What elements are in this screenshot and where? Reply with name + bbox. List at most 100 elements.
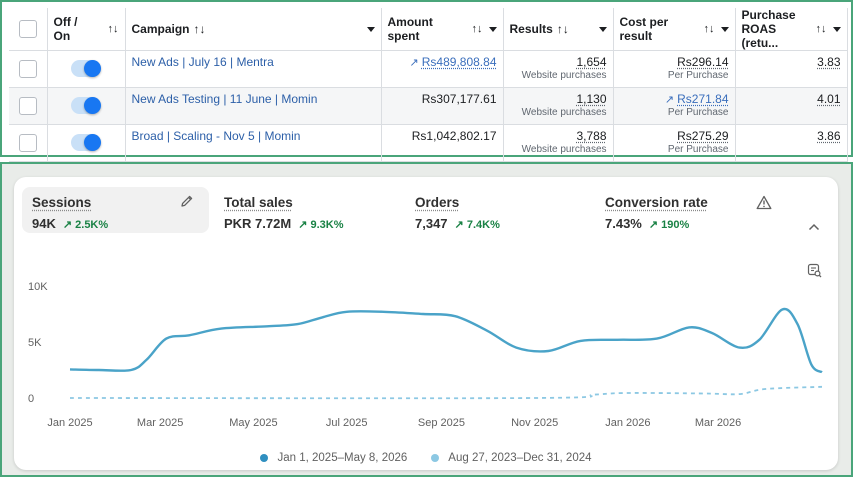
header-amount-spent[interactable]: Amount spent ↑↓	[381, 8, 504, 51]
x-tick-label: May 2025	[229, 417, 277, 429]
x-tick-label: Mar 2025	[137, 417, 183, 429]
campaigns-table: Off / On ↑↓ Campaign ↑↓ Amount spent ↑↓ R…	[9, 8, 848, 162]
campaign-name-link[interactable]: New Ads Testing | 11 June | Momin	[131, 92, 318, 106]
sort-icon[interactable]: ↑↓	[471, 23, 483, 35]
legend-item-previous[interactable]: Aug 27, 2023–Dec 31, 2024	[431, 452, 592, 464]
chevron-down-icon[interactable]	[832, 26, 841, 32]
table-row[interactable]: Broad | Scaling - Nov 5 | Momin Rs1,042,…	[9, 124, 848, 162]
header-campaign[interactable]: Campaign ↑↓	[125, 8, 382, 51]
metric-delta: ↗ 2.5K%	[62, 219, 109, 231]
campaign-name-link[interactable]: New Ads | July 16 | Mentra	[131, 55, 274, 69]
campaign-toggle[interactable]	[71, 97, 101, 114]
header-purchase-roas[interactable]: Purchase ROAS (retu... ↑↓	[735, 8, 848, 51]
cost-sub-label: Per Purchase	[667, 144, 729, 155]
x-tick-label: Jan 2025	[47, 417, 92, 429]
legend-dot-icon	[431, 454, 440, 462]
campaign-toggle[interactable]	[71, 134, 101, 151]
results-value: 1,130	[576, 92, 607, 106]
row-toggle-cell[interactable]	[47, 50, 126, 88]
pencil-icon[interactable]	[180, 194, 194, 208]
chevron-up-icon[interactable]	[808, 223, 820, 231]
metric-delta: ↗ 7.4K%	[454, 219, 500, 231]
metric-value: PKR 7.72M	[224, 216, 292, 231]
header-off-on[interactable]: Off / On ↑↓	[47, 8, 126, 51]
cost-sub-label: Per Purchase	[667, 70, 729, 81]
metric-conversion-rate[interactable]: Conversion rate 7.43% ↗ 190%	[595, 187, 775, 233]
row-checkbox[interactable]	[18, 60, 37, 78]
row-select-cell[interactable]	[9, 87, 48, 125]
metric-label: Sessions	[32, 195, 92, 210]
chevron-down-icon[interactable]	[366, 26, 375, 32]
amount-spent-value[interactable]: Rs489,808.84	[421, 55, 497, 69]
row-toggle-cell[interactable]	[47, 87, 126, 125]
row-toggle-cell[interactable]	[47, 124, 126, 162]
row-select-cell[interactable]	[9, 50, 48, 88]
header-results[interactable]: Results ↑↓	[503, 8, 614, 51]
campaign-name-cell[interactable]: New Ads | July 16 | Mentra	[125, 50, 382, 88]
row-checkbox[interactable]	[18, 97, 37, 115]
metric-delta-value: 7.4K%	[466, 219, 500, 231]
warning-triangle-icon[interactable]	[756, 195, 772, 210]
chevron-down-icon[interactable]	[488, 26, 497, 32]
metric-orders[interactable]: Orders 7,347 ↗ 7.4K%	[405, 187, 585, 233]
sort-icon[interactable]: ↑↓	[556, 22, 569, 36]
results-cell: 3,788 Website purchases	[503, 124, 614, 162]
campaign-name-cell[interactable]: Broad | Scaling - Nov 5 | Momin	[125, 124, 382, 162]
chevron-down-icon[interactable]	[598, 26, 607, 32]
results-sub-label: Website purchases	[521, 144, 607, 155]
header-off-on-label: Off / On	[53, 15, 78, 43]
roas-value: 3.83	[817, 55, 841, 69]
x-tick-label: Jul 2025	[326, 417, 368, 429]
header-select-all[interactable]	[9, 8, 48, 51]
x-tick-label: Jan 2026	[605, 417, 650, 429]
header-cost-per-result[interactable]: Cost per result ↑↓	[613, 8, 736, 51]
trend-up-icon[interactable]: ↗	[664, 94, 675, 106]
results-value: 3,788	[576, 129, 607, 143]
y-tick-label: 10K	[28, 281, 48, 293]
legend-item-current[interactable]: Jan 1, 2025–May 8, 2026	[260, 452, 407, 464]
results-sub-label: Website purchases	[521, 107, 607, 118]
legend-label-previous: Aug 27, 2023–Dec 31, 2024	[448, 452, 592, 464]
metric-value: 7,347	[415, 216, 448, 231]
metric-total-sales[interactable]: Total sales PKR 7.72M ↗ 9.3K%	[214, 187, 394, 233]
x-tick-label: Sep 2025	[418, 417, 465, 429]
table-row[interactable]: New Ads | July 16 | Mentra ↗ Rs489,808.84…	[9, 50, 848, 88]
amount-spent-value: Rs1,042,802.17	[411, 129, 497, 143]
campaign-name-link[interactable]: Broad | Scaling - Nov 5 | Momin	[131, 129, 301, 143]
ads-manager-panel: Off / On ↑↓ Campaign ↑↓ Amount spent ↑↓ R…	[0, 0, 853, 162]
sessions-chart-card: Sessions 94K ↗ 2.5K% Total sales PKR 7.72…	[14, 177, 838, 470]
roas-value: 4.01	[817, 92, 841, 106]
chart-search-icon[interactable]	[807, 263, 822, 278]
select-all-checkbox[interactable]	[18, 20, 37, 38]
table-row[interactable]: New Ads Testing | 11 June | Momin Rs307,…	[9, 87, 848, 125]
header-purchase-roas-label: Purchase ROAS (retu...	[741, 8, 796, 50]
metric-delta: ↗ 9.3K%	[298, 219, 344, 231]
sort-icon[interactable]: ↑↓	[107, 23, 119, 35]
cost-sub-label: Per Purchase	[667, 107, 729, 118]
amount-spent-value: Rs307,177.61	[421, 92, 497, 106]
trend-up-icon[interactable]: ↗	[409, 57, 419, 69]
header-amount-spent-label: Amount spent	[387, 15, 433, 43]
amount-spent-cell: Rs307,177.61	[381, 87, 504, 125]
cost-per-result-cell: Rs296.14 Per Purchase	[613, 50, 736, 88]
metric-delta: ↗ 190%	[648, 219, 690, 231]
metric-label: Total sales	[224, 195, 293, 210]
row-select-cell[interactable]	[9, 124, 48, 162]
campaign-toggle[interactable]	[71, 60, 101, 77]
cost-per-result-cell: ↗ Rs271.84 Per Purchase	[613, 87, 736, 125]
header-results-label: Results	[509, 22, 553, 36]
campaign-name-cell[interactable]: New Ads Testing | 11 June | Momin	[125, 87, 382, 125]
sort-icon[interactable]: ↑↓	[703, 23, 715, 35]
results-cell: 1,130 Website purchases	[503, 87, 614, 125]
sort-icon[interactable]: ↑↓	[815, 23, 827, 35]
series-line-previous	[69, 385, 823, 400]
metric-sessions[interactable]: Sessions 94K ↗ 2.5K%	[22, 187, 209, 233]
legend-label-current: Jan 1, 2025–May 8, 2026	[277, 452, 408, 464]
sort-icon[interactable]: ↑↓	[193, 22, 206, 36]
metric-label: Orders	[415, 195, 460, 210]
row-checkbox[interactable]	[18, 134, 37, 152]
header-cost-per-result-label: Cost per result	[619, 15, 669, 43]
chevron-down-icon[interactable]	[720, 26, 729, 32]
roas-cell: 3.86	[735, 124, 848, 162]
cost-per-result-value[interactable]: Rs271.84	[677, 92, 729, 106]
